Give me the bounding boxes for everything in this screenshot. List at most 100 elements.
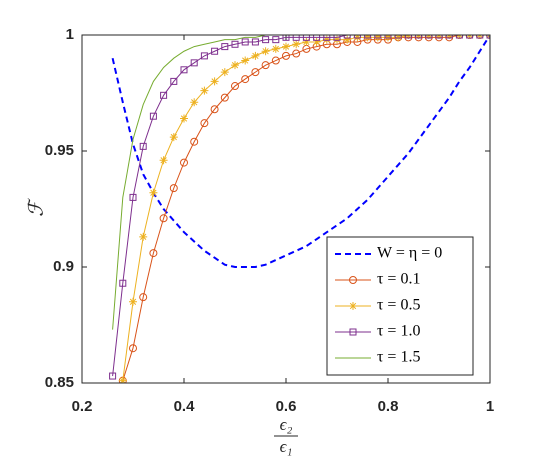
legend: W = η = 0 τ = 0.1 τ = 0.5 τ = 1.0 τ = 1.5	[326, 236, 474, 376]
x-tick-label: 0.2	[72, 398, 93, 415]
marker	[169, 184, 178, 193]
y-tick-label: 0.85	[45, 374, 74, 391]
marker	[455, 35, 463, 39]
marker	[323, 35, 331, 41]
marker	[200, 119, 209, 128]
marker	[322, 35, 331, 44]
y-axis-label: ℱ	[26, 198, 48, 217]
marker	[425, 35, 433, 39]
marker	[364, 35, 372, 39]
marker	[261, 61, 270, 70]
marker	[210, 105, 219, 114]
marker	[251, 51, 260, 60]
marker	[241, 56, 250, 65]
marker	[272, 36, 280, 44]
marker	[119, 279, 127, 287]
marker	[241, 38, 249, 46]
marker	[476, 35, 484, 39]
marker	[312, 37, 321, 46]
marker	[313, 35, 321, 41]
legend-label: τ = 1.5	[377, 349, 420, 366]
marker	[251, 68, 260, 77]
x-axis-label-denominator: ϵ₁	[280, 437, 293, 456]
legend-marker	[349, 302, 357, 310]
marker	[415, 35, 423, 39]
marker	[353, 35, 361, 39]
plot-area	[109, 35, 490, 383]
marker	[282, 42, 290, 51]
x-tick-label: 1	[486, 398, 494, 415]
series-line	[112, 35, 490, 330]
marker	[394, 35, 402, 39]
marker	[210, 77, 219, 86]
marker	[200, 52, 208, 60]
marker	[159, 156, 168, 165]
marker	[231, 82, 239, 91]
marker	[373, 35, 382, 42]
marker	[180, 158, 188, 167]
marker	[200, 86, 209, 95]
marker	[353, 35, 362, 42]
x-tick-label: 0.4	[174, 398, 196, 415]
marker	[231, 61, 239, 70]
marker	[221, 43, 229, 51]
marker	[170, 77, 178, 85]
marker	[139, 232, 148, 241]
marker	[282, 51, 290, 60]
marker	[435, 35, 443, 39]
marker	[180, 66, 188, 74]
marker	[190, 98, 199, 107]
marker	[363, 35, 372, 42]
marker	[139, 142, 147, 150]
marker	[292, 40, 301, 49]
marker	[220, 93, 229, 102]
marker	[466, 35, 474, 39]
marker	[333, 35, 341, 44]
marker	[343, 35, 352, 44]
marker	[374, 35, 382, 39]
marker	[109, 372, 117, 380]
marker	[129, 344, 137, 353]
marker	[190, 137, 199, 146]
marker	[384, 35, 392, 39]
x-axis-label-numerator: ϵ₂	[280, 415, 293, 434]
marker	[231, 40, 239, 48]
marker	[271, 44, 280, 53]
marker	[282, 35, 290, 41]
marker	[262, 36, 270, 44]
marker	[220, 68, 229, 77]
marker	[445, 35, 453, 39]
marker	[302, 35, 310, 41]
y-tick-label: 1	[66, 26, 74, 43]
legend-label: τ = 0.1	[377, 271, 420, 288]
marker	[149, 112, 157, 120]
marker	[384, 35, 392, 42]
marker	[118, 376, 127, 383]
marker	[271, 56, 280, 65]
marker	[343, 35, 351, 39]
marker	[333, 35, 341, 41]
y-tick-label: 0.9	[53, 258, 74, 275]
marker	[211, 47, 219, 55]
marker	[292, 49, 301, 58]
marker	[190, 59, 198, 67]
marker	[149, 188, 158, 197]
marker	[149, 249, 158, 258]
axes-box	[81, 34, 491, 384]
marker	[180, 114, 188, 123]
legend-label: W = η = 0	[377, 245, 442, 262]
marker	[292, 35, 300, 41]
x-tick-label: 0.8	[378, 398, 399, 415]
marker	[302, 37, 311, 46]
series-line	[111, 35, 490, 268]
legend-marker	[349, 328, 357, 336]
marker	[241, 75, 250, 84]
x-tick-label: 0.6	[276, 398, 297, 415]
marker	[169, 133, 178, 142]
legend-marker	[349, 276, 357, 284]
marker	[129, 297, 137, 306]
marker	[129, 193, 137, 201]
legend-label: τ = 0.5	[377, 297, 420, 314]
marker	[261, 47, 270, 56]
